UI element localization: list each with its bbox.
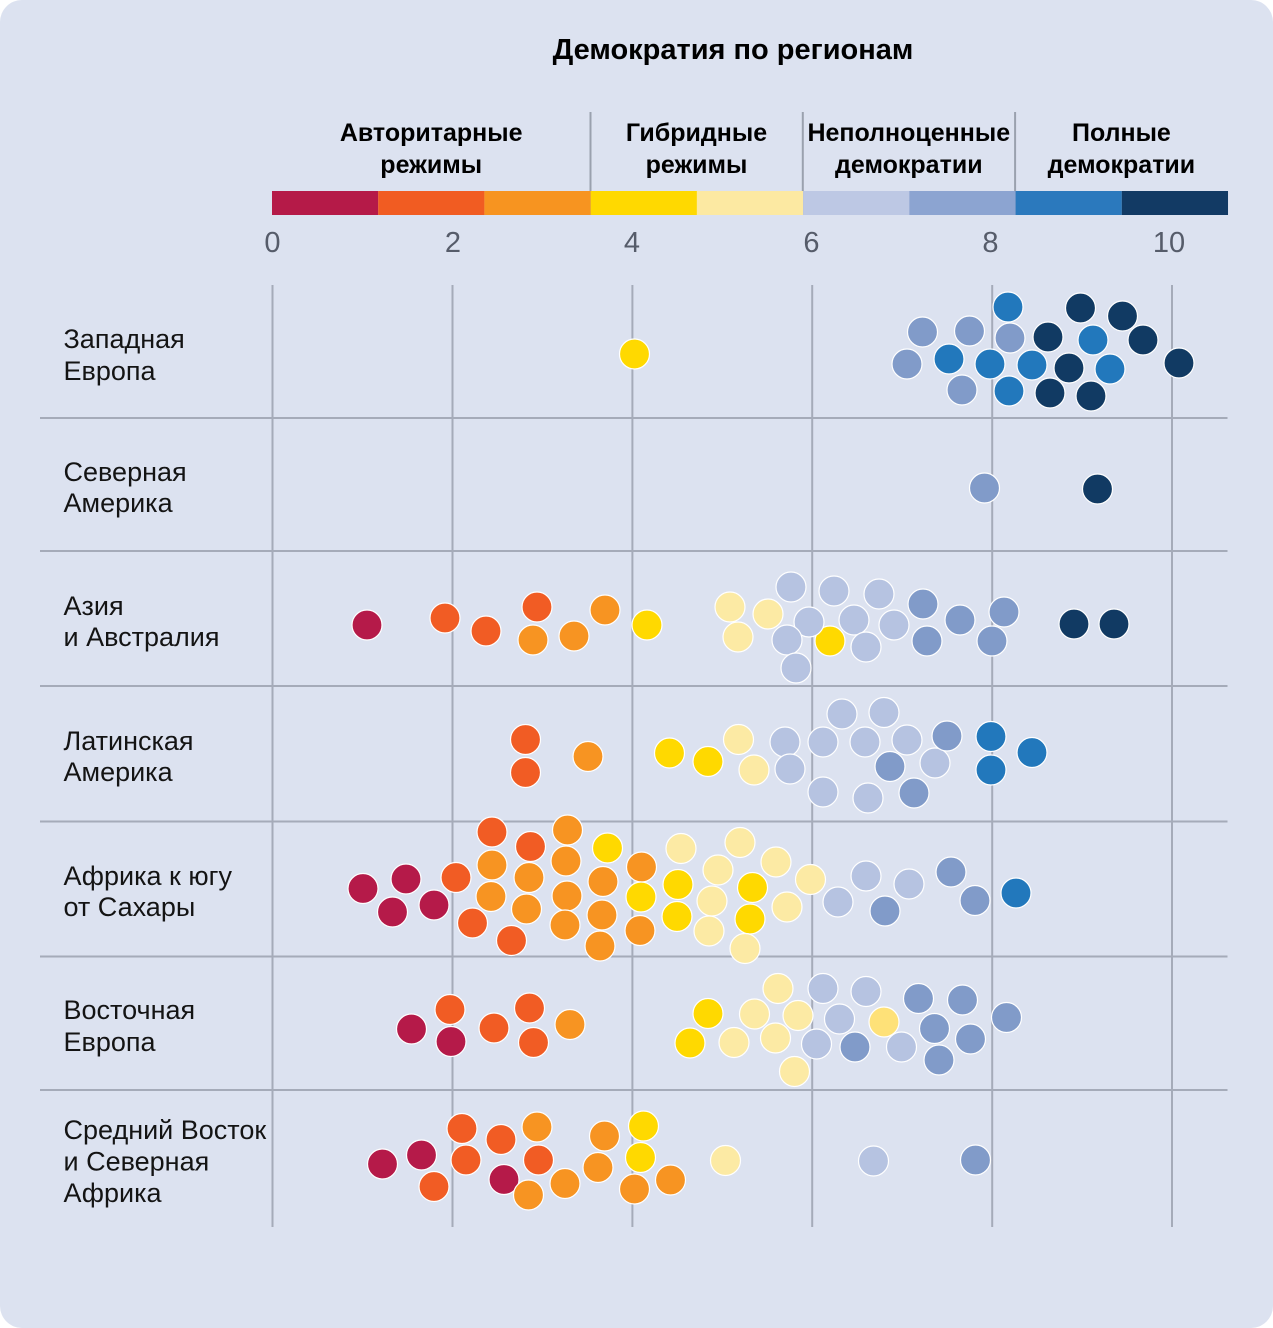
svg-text:Америка: Америка: [64, 757, 174, 787]
svg-text:8: 8: [982, 227, 998, 259]
svg-text:и Австралия: и Австралия: [64, 622, 220, 652]
svg-text:Европа: Европа: [64, 356, 157, 386]
svg-text:Азия: Азия: [64, 591, 124, 621]
svg-text:демократии: демократии: [835, 151, 983, 179]
svg-text:Полные: Полные: [1072, 119, 1171, 147]
svg-text:6: 6: [803, 227, 819, 259]
svg-text:Африка: Африка: [64, 1178, 163, 1208]
svg-text:Латинская: Латинская: [64, 726, 194, 756]
svg-text:2: 2: [445, 227, 461, 259]
svg-text:Западная: Западная: [64, 324, 185, 354]
svg-text:Средний Восток: Средний Восток: [64, 1115, 267, 1145]
svg-text:Авторитарные: Авторитарные: [340, 119, 523, 147]
svg-text:10: 10: [1153, 227, 1185, 259]
svg-text:0: 0: [264, 227, 280, 259]
svg-text:и Северная: и Северная: [64, 1147, 210, 1177]
svg-text:Африка к югу: Африка к югу: [64, 861, 233, 891]
svg-text:от Сахары: от Сахары: [64, 892, 196, 922]
svg-text:Европа: Европа: [64, 1027, 157, 1057]
svg-text:режимы: режимы: [380, 151, 482, 179]
svg-text:Америка: Америка: [64, 488, 174, 518]
svg-text:Демократия по регионам: Демократия по регионам: [553, 34, 914, 66]
svg-text:демократии: демократии: [1048, 151, 1196, 179]
svg-text:Восточная: Восточная: [64, 995, 196, 1025]
svg-text:4: 4: [624, 227, 640, 259]
svg-text:Гибридные: Гибридные: [626, 119, 767, 147]
svg-text:Северная: Северная: [64, 457, 187, 487]
svg-text:режимы: режимы: [646, 151, 748, 179]
svg-text:Неполноценные: Неполноценные: [807, 119, 1010, 147]
